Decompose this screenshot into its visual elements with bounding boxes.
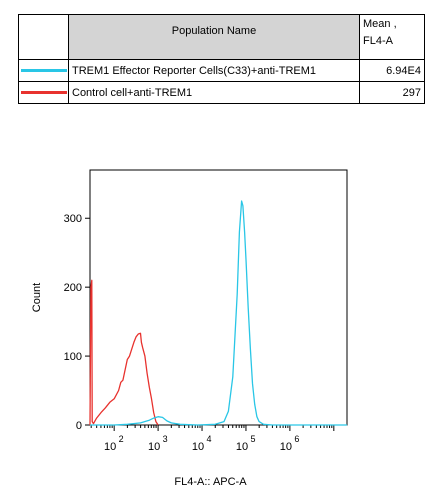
x-tick-label: 10 [236, 441, 248, 453]
x-tick-label: 10 [192, 441, 204, 453]
x-tick-exponent: 2 [119, 434, 124, 444]
x-tick-exponent: 4 [207, 434, 212, 444]
y-tick-label: 300 [64, 213, 82, 225]
series-line-trem1 [90, 200, 347, 426]
legend-mean-value: 297 [359, 81, 425, 104]
legend-swatch-trem1 [20, 69, 67, 72]
legend-swatch-control [20, 91, 67, 94]
y-tick-label: 0 [76, 420, 82, 432]
header-mean-label: Mean , [363, 18, 397, 30]
series-line-control [89, 279, 159, 426]
legend-table: Population Name Mean , FL4-A TREM1 Effec… [18, 14, 425, 104]
header-mean-channel: FL4-A [363, 35, 393, 47]
header-mean: Mean , FL4-A [359, 14, 425, 60]
x-tick-label: 10 [280, 441, 292, 453]
x-tick-exponent: 3 [163, 434, 168, 444]
x-tick-exponent: 5 [250, 434, 255, 444]
legend-population-name: TREM1 Effector Reporter Cells(C33)+anti-… [68, 59, 360, 82]
legend-mean-value: 6.94E4 [359, 59, 425, 82]
x-tick-label: 10 [104, 441, 116, 453]
legend-population-name: Control cell+anti-TREM1 [68, 81, 360, 104]
x-tick-exponent: 6 [294, 434, 299, 444]
y-tick-label: 200 [64, 282, 82, 294]
y-tick-label: 100 [64, 351, 82, 363]
y-axis-label: Count [31, 283, 43, 312]
plot-frame [89, 169, 348, 426]
x-tick-label: 10 [148, 441, 160, 453]
header-blank-cell [18, 14, 69, 60]
legend-row-trem1: TREM1 Effector Reporter Cells(C33)+anti-… [18, 59, 425, 82]
x-axis-label: FL4-A:: APC-A [174, 476, 247, 488]
legend-row-control: Control cell+anti-TREM1 297 [18, 81, 425, 104]
